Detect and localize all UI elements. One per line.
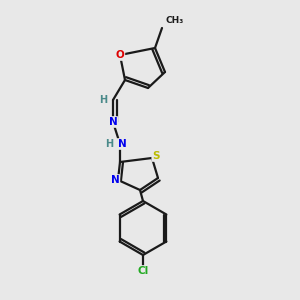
Text: H: H <box>105 139 113 149</box>
Text: N: N <box>111 175 119 185</box>
Text: Cl: Cl <box>137 266 148 276</box>
Text: O: O <box>116 50 124 60</box>
Text: H: H <box>99 95 107 105</box>
Text: CH₃: CH₃ <box>165 16 183 25</box>
Text: S: S <box>152 151 160 161</box>
Text: N: N <box>109 117 117 127</box>
Text: N: N <box>118 139 126 149</box>
